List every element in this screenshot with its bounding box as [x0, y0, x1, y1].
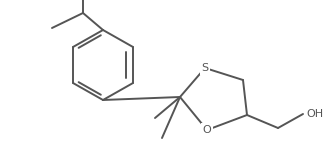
Text: OH: OH — [306, 109, 323, 119]
Text: S: S — [201, 63, 209, 73]
Text: O: O — [203, 125, 211, 135]
